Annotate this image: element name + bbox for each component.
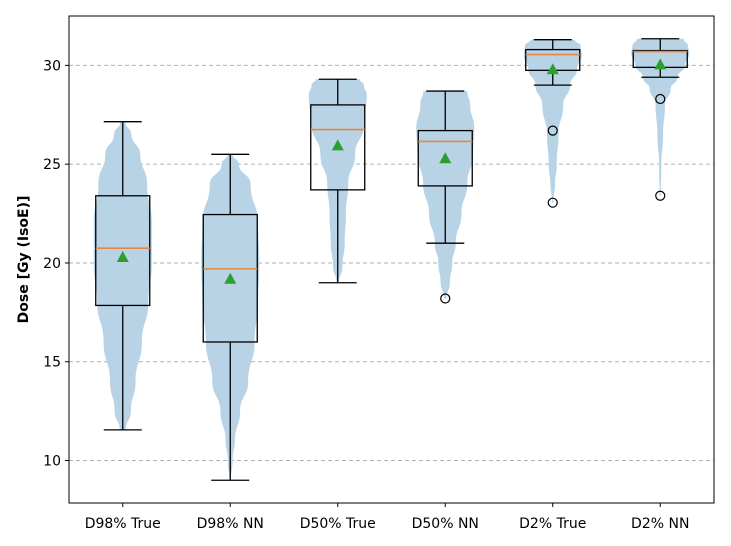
y-tick-label: 30 [43, 58, 61, 74]
y-axis-label: Dose [Gy (IsoE)] [16, 196, 32, 324]
outlier-point [655, 93, 666, 105]
box-plots [95, 38, 688, 481]
iqr-box [95, 195, 151, 307]
iqr-box [202, 213, 258, 343]
x-tick-label: D50% NN [412, 516, 479, 532]
iqr-box [417, 129, 473, 187]
axes: 10 15 20 25 30 D98% True D98% NN D50% True D50% … [43, 58, 689, 532]
iqr-box [310, 104, 366, 191]
mean-marker [654, 58, 667, 70]
y-tick-label: 25 [43, 157, 61, 173]
y-tick-label: 15 [43, 355, 61, 371]
outlier-point [655, 190, 666, 201]
violin-shape [93, 121, 152, 430]
violin-shape [523, 39, 582, 203]
x-tick-label: D2% NN [631, 516, 689, 532]
outlier-point [547, 125, 558, 136]
y-tick-label: 20 [43, 256, 61, 272]
plot-frame [68, 15, 715, 504]
mean-marker [546, 63, 559, 75]
y-tick-label: 10 [43, 454, 61, 470]
grid-lines [69, 64, 714, 462]
mean-marker [116, 251, 129, 262]
outlier-point [440, 293, 451, 304]
mean-marker [439, 152, 452, 164]
violin-shape [201, 154, 260, 481]
mean-marker [224, 272, 237, 284]
mean-marker [331, 139, 344, 151]
x-tick-label: D98% NN [197, 516, 264, 532]
violin-shape [631, 38, 690, 196]
mean-and-outlier-markers [116, 58, 667, 304]
violin-shapes [93, 38, 690, 481]
x-tick-label: D98% True [85, 516, 161, 532]
x-tick-label: D2% True [519, 516, 586, 532]
outlier-point [547, 197, 558, 208]
x-tick-label: D50% True [300, 516, 376, 532]
